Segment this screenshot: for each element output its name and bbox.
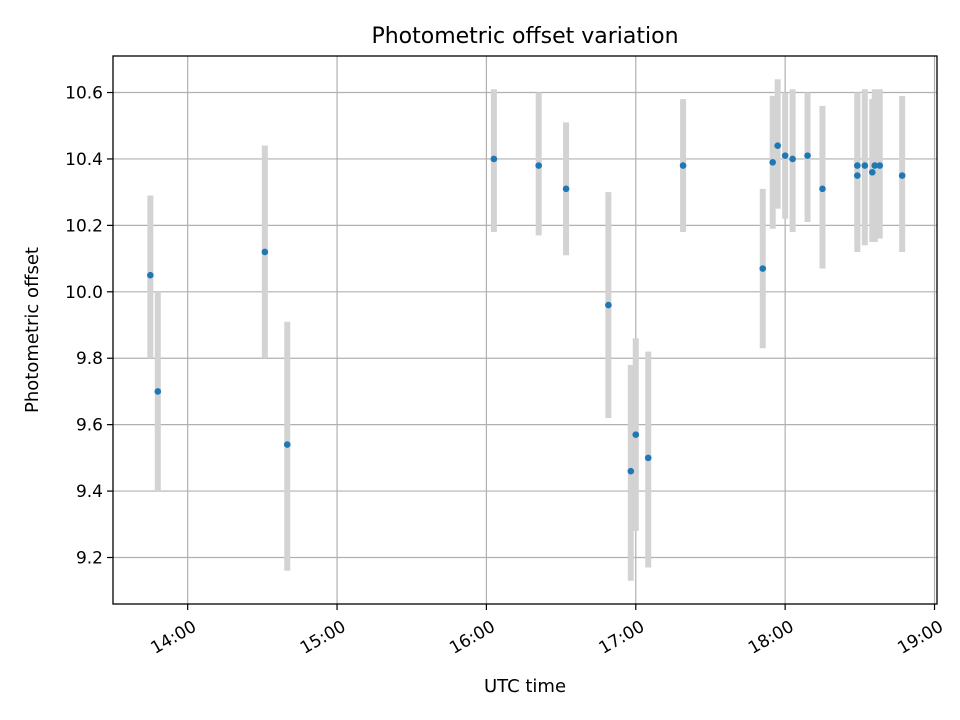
- chart-title: Photometric offset variation: [371, 24, 678, 49]
- y-tick-label: 10.0: [65, 283, 103, 303]
- data-point: [627, 467, 635, 475]
- data-point: [861, 162, 869, 169]
- plot-frame: [112, 55, 938, 605]
- y-tick-label: 9.6: [76, 416, 103, 436]
- grid: [113, 56, 937, 604]
- data-point: [804, 152, 811, 159]
- data-point: [854, 162, 861, 169]
- data-point: [679, 162, 687, 169]
- y-tick-label: 10.4: [65, 150, 103, 170]
- data-point: [535, 162, 542, 169]
- data-point: [871, 162, 879, 169]
- data-point: [854, 172, 861, 179]
- data-point: [781, 152, 789, 159]
- y-tick-label: 10.6: [65, 84, 103, 104]
- data-point: [774, 142, 781, 149]
- y-axis-label: Photometric offset: [22, 247, 43, 413]
- data-point: [147, 271, 154, 279]
- x-axis-label: UTC time: [484, 676, 566, 697]
- data-point: [759, 265, 767, 272]
- data-point: [876, 162, 884, 169]
- data-point: [819, 185, 826, 193]
- data-point: [154, 388, 162, 395]
- data-point: [605, 301, 612, 309]
- data-points: [147, 142, 906, 475]
- data-point: [769, 158, 776, 166]
- data-point: [490, 155, 498, 163]
- y-tick-label: 10.2: [65, 216, 103, 236]
- y-tick-label: 9.2: [76, 549, 103, 569]
- data-point: [898, 172, 906, 179]
- data-point: [644, 454, 652, 462]
- data-point: [868, 168, 876, 176]
- y-tick-label: 9.4: [76, 482, 103, 502]
- data-point: [789, 155, 796, 163]
- data-point: [632, 431, 640, 438]
- y-tick-label: 9.8: [76, 349, 103, 369]
- data-point: [562, 185, 570, 193]
- data-point: [261, 248, 269, 256]
- data-point: [283, 441, 291, 448]
